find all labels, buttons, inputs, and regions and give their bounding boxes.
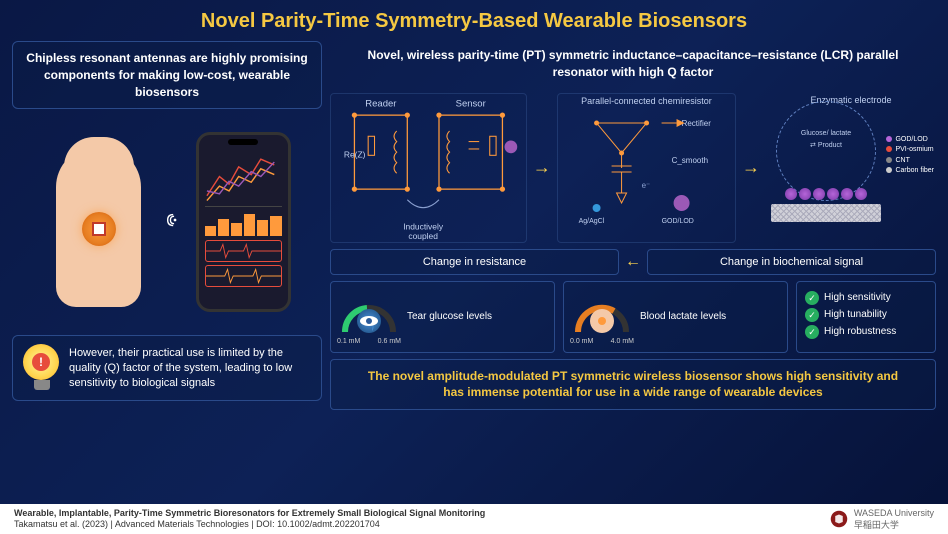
right-header-text: Novel, wireless parity-time (PT) symmetr… [330,41,936,87]
blood-max: 4.0 mM [611,338,634,345]
legend-pvi: PVI-osmium [886,145,934,156]
tear-max: 0.6 mM [378,338,401,345]
phone-graphic [196,132,291,312]
agcl-label: Ag/AgCl [578,218,604,225]
wrist-sensor-icon [590,309,614,333]
tear-label: Tear glucose levels [407,310,492,323]
enzyme-layers [771,188,881,228]
csmooth-label: C_smooth [671,156,707,165]
main-title: Novel Parity-Time Symmetry-Based Wearabl… [0,0,948,41]
signal-flow-row: Change in resistance ← Change in biochem… [330,249,936,275]
reader-label: Reader [365,98,396,109]
sensor-label: Sensor [456,98,486,109]
enzyme-legend: GOD/LOD PVI-osmium CNT Carbon fiber [886,135,934,177]
feature-tunability: ✓ High tunability [805,308,927,322]
footer: Wearable, Implantable, Parity-Time Symme… [0,504,948,534]
conclusion-box: The novel amplitude-modulated PT symmetr… [330,359,936,411]
tear-min: 0.1 mM [337,338,360,345]
intro-text: Chipless resonant antennas are highly pr… [23,50,311,100]
gauge-row: 0.1 mM 0.6 mM Tear glucose levels 0.0 mM… [330,281,936,353]
footer-logo: WASEDA University 早稲田大学 [830,508,934,531]
biochem-change-box: Change in biochemical signal [647,249,936,275]
arrow-left-icon: ← [625,253,641,271]
chemiresistor-label: Parallel-connected chemiresistor [558,94,735,108]
left-column: Chipless resonant antennas are highly pr… [12,41,322,410]
check-icon: ✓ [805,308,819,322]
legend-cnt: CNT [886,156,934,167]
rectifier-label: Rectifier [681,119,711,128]
limitation-card: ! However, their practical use is limite… [12,335,322,401]
sensor-patch-icon [82,212,116,246]
rezin-label: Re(Z) [344,149,366,159]
phone-ecg-1 [205,240,282,262]
godlod-label: GOD/LOD [661,218,693,225]
fist-shape [64,137,134,192]
svg-text:e⁻: e⁻ [641,181,650,190]
svg-text:coupled: coupled [408,230,438,240]
circuit-diagram-row: Reader Sensor [330,93,936,243]
reader-sensor-circuit: Reader Sensor [330,93,527,243]
main-content: Chipless resonant antennas are highly pr… [0,41,948,410]
blood-min: 0.0 mM [570,338,593,345]
tear-glucose-gauge: 0.1 mM 0.6 mM Tear glucose levels [330,281,555,353]
feature-robustness: ✓ High robustness [805,325,927,339]
arrow-right-icon: → [533,157,551,178]
legend-cf: Carbon fiber [886,166,934,177]
eye-icon [357,309,381,333]
waseda-logo-icon [830,510,848,528]
chemiresistor-circuit: Parallel-connected chemiresistor Rectifi… [557,93,736,243]
coupled-label: Inductively [403,221,444,231]
wrist-graphic [44,132,154,312]
check-icon: ✓ [805,325,819,339]
right-column: Novel, wireless parity-time (PT) symmetr… [330,41,936,410]
paper-title: Wearable, Implantable, Parity-Time Symme… [14,508,485,519]
features-list: ✓ High sensitivity ✓ High tunability ✓ H… [796,281,936,353]
arrow-right-icon-2: → [742,157,760,178]
phone-bar-chart [205,211,282,236]
phone-line-chart [205,147,282,207]
intro-card: Chipless resonant antennas are highly pr… [12,41,322,109]
phone-notch [228,139,258,145]
feature-sensitivity: ✓ High sensitivity [805,291,927,305]
resistance-change-box: Change in resistance [330,249,619,275]
lightbulb-warning-icon: ! [23,344,61,392]
enzyme-reaction-circle: Glucose/ lactate ⇄ Product [776,101,876,201]
check-icon: ✓ [805,291,819,305]
wireless-icon [164,209,186,236]
enzyme-label: Enzymatic electrode [766,93,936,107]
legend-god: GOD/LOD [886,135,934,146]
citation-line: Takamatsu et al. (2023) | Advanced Mater… [14,519,485,530]
enzyme-electrode-diagram: Enzymatic electrode Glucose/ lactate ⇄ P… [766,93,936,243]
wearable-illustration [12,117,322,327]
limitation-text: However, their practical use is limited … [69,346,311,391]
phone-ecg-2 [205,265,282,287]
footer-citation: Wearable, Implantable, Parity-Time Symme… [14,508,485,530]
blood-label: Blood lactate levels [640,310,726,323]
blood-lactate-gauge: 0.0 mM 4.0 mM Blood lactate levels [563,281,788,353]
university-name: WASEDA University [854,508,934,518]
university-name-jp: 早稲田大学 [854,518,934,531]
